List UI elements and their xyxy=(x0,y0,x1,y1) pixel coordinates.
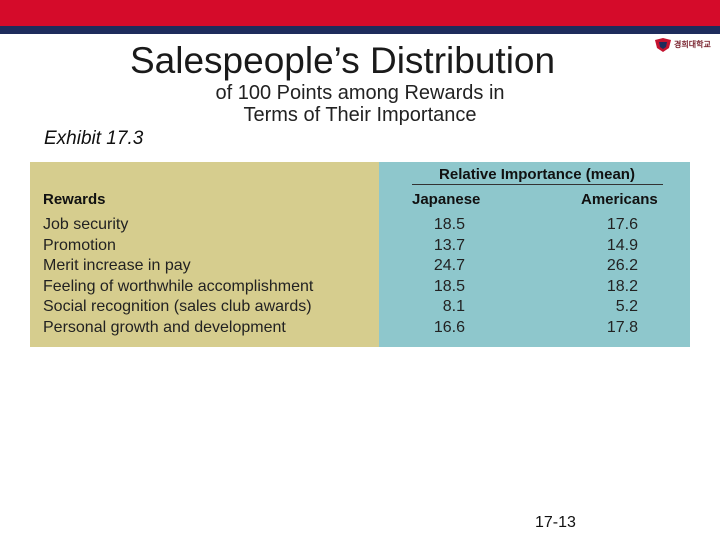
americans-value: 5.2 xyxy=(615,298,638,315)
row-label: Personal growth and development xyxy=(43,318,286,336)
header-underline xyxy=(412,184,663,185)
japanese-value: 13.7 xyxy=(433,236,465,254)
americans-value: 17.8 xyxy=(606,318,638,336)
table-row: Promotion 13.7 14.9 xyxy=(30,237,690,257)
top-red-bar xyxy=(0,0,720,26)
top-navy-stripe xyxy=(0,26,720,34)
rewards-table: Relative Importance (mean) Rewards Japan… xyxy=(30,162,690,347)
japanese-value: 18.5 xyxy=(433,277,465,295)
americans-value: 14.9 xyxy=(606,236,638,254)
table-left-panel xyxy=(30,162,379,347)
row-label: Job security xyxy=(43,216,129,233)
japanese-value: 18.5 xyxy=(433,216,465,233)
column-header-americans: Americans xyxy=(581,191,658,208)
row-label: Feeling of worthwhile accomplishment xyxy=(43,277,314,295)
row-label: Merit increase in pay xyxy=(43,257,191,274)
relative-importance-header: Relative Importance (mean) xyxy=(439,166,635,183)
slide-title: Salespeople’s Distribution xyxy=(130,40,556,81)
row-label: Promotion xyxy=(43,236,116,254)
americans-value: 17.6 xyxy=(606,216,638,233)
table-row: Personal growth and development 16.6 17.… xyxy=(30,319,690,339)
university-emblem-icon xyxy=(655,38,671,52)
slide-subtitle: of 100 Points among Rewards in Terms of … xyxy=(215,82,505,126)
table-row: Job security 18.5 17.6 xyxy=(30,216,690,236)
university-logo: 경희대학교 xyxy=(654,36,718,54)
column-header-rewards: Rewards xyxy=(43,191,106,208)
table-row: Social recognition (sales club awards) 8… xyxy=(30,298,690,318)
japanese-value: 24.7 xyxy=(433,257,465,274)
table-right-panel xyxy=(379,162,690,347)
table-row: Feeling of worthwhile accomplishment 18.… xyxy=(30,278,690,298)
americans-value: 18.2 xyxy=(606,277,638,295)
column-header-japanese: Japanese xyxy=(412,191,481,208)
table-row: Merit increase in pay 24.7 26.2 xyxy=(30,257,690,277)
americans-value: 26.2 xyxy=(606,257,638,274)
page-number: 17-13 xyxy=(535,514,576,531)
japanese-value: 8.1 xyxy=(442,298,465,315)
exhibit-label: Exhibit 17.3 xyxy=(44,128,144,149)
logo-text: 경희대학교 xyxy=(674,40,711,49)
row-label: Social recognition (sales club awards) xyxy=(43,298,312,315)
japanese-value: 16.6 xyxy=(433,318,465,336)
